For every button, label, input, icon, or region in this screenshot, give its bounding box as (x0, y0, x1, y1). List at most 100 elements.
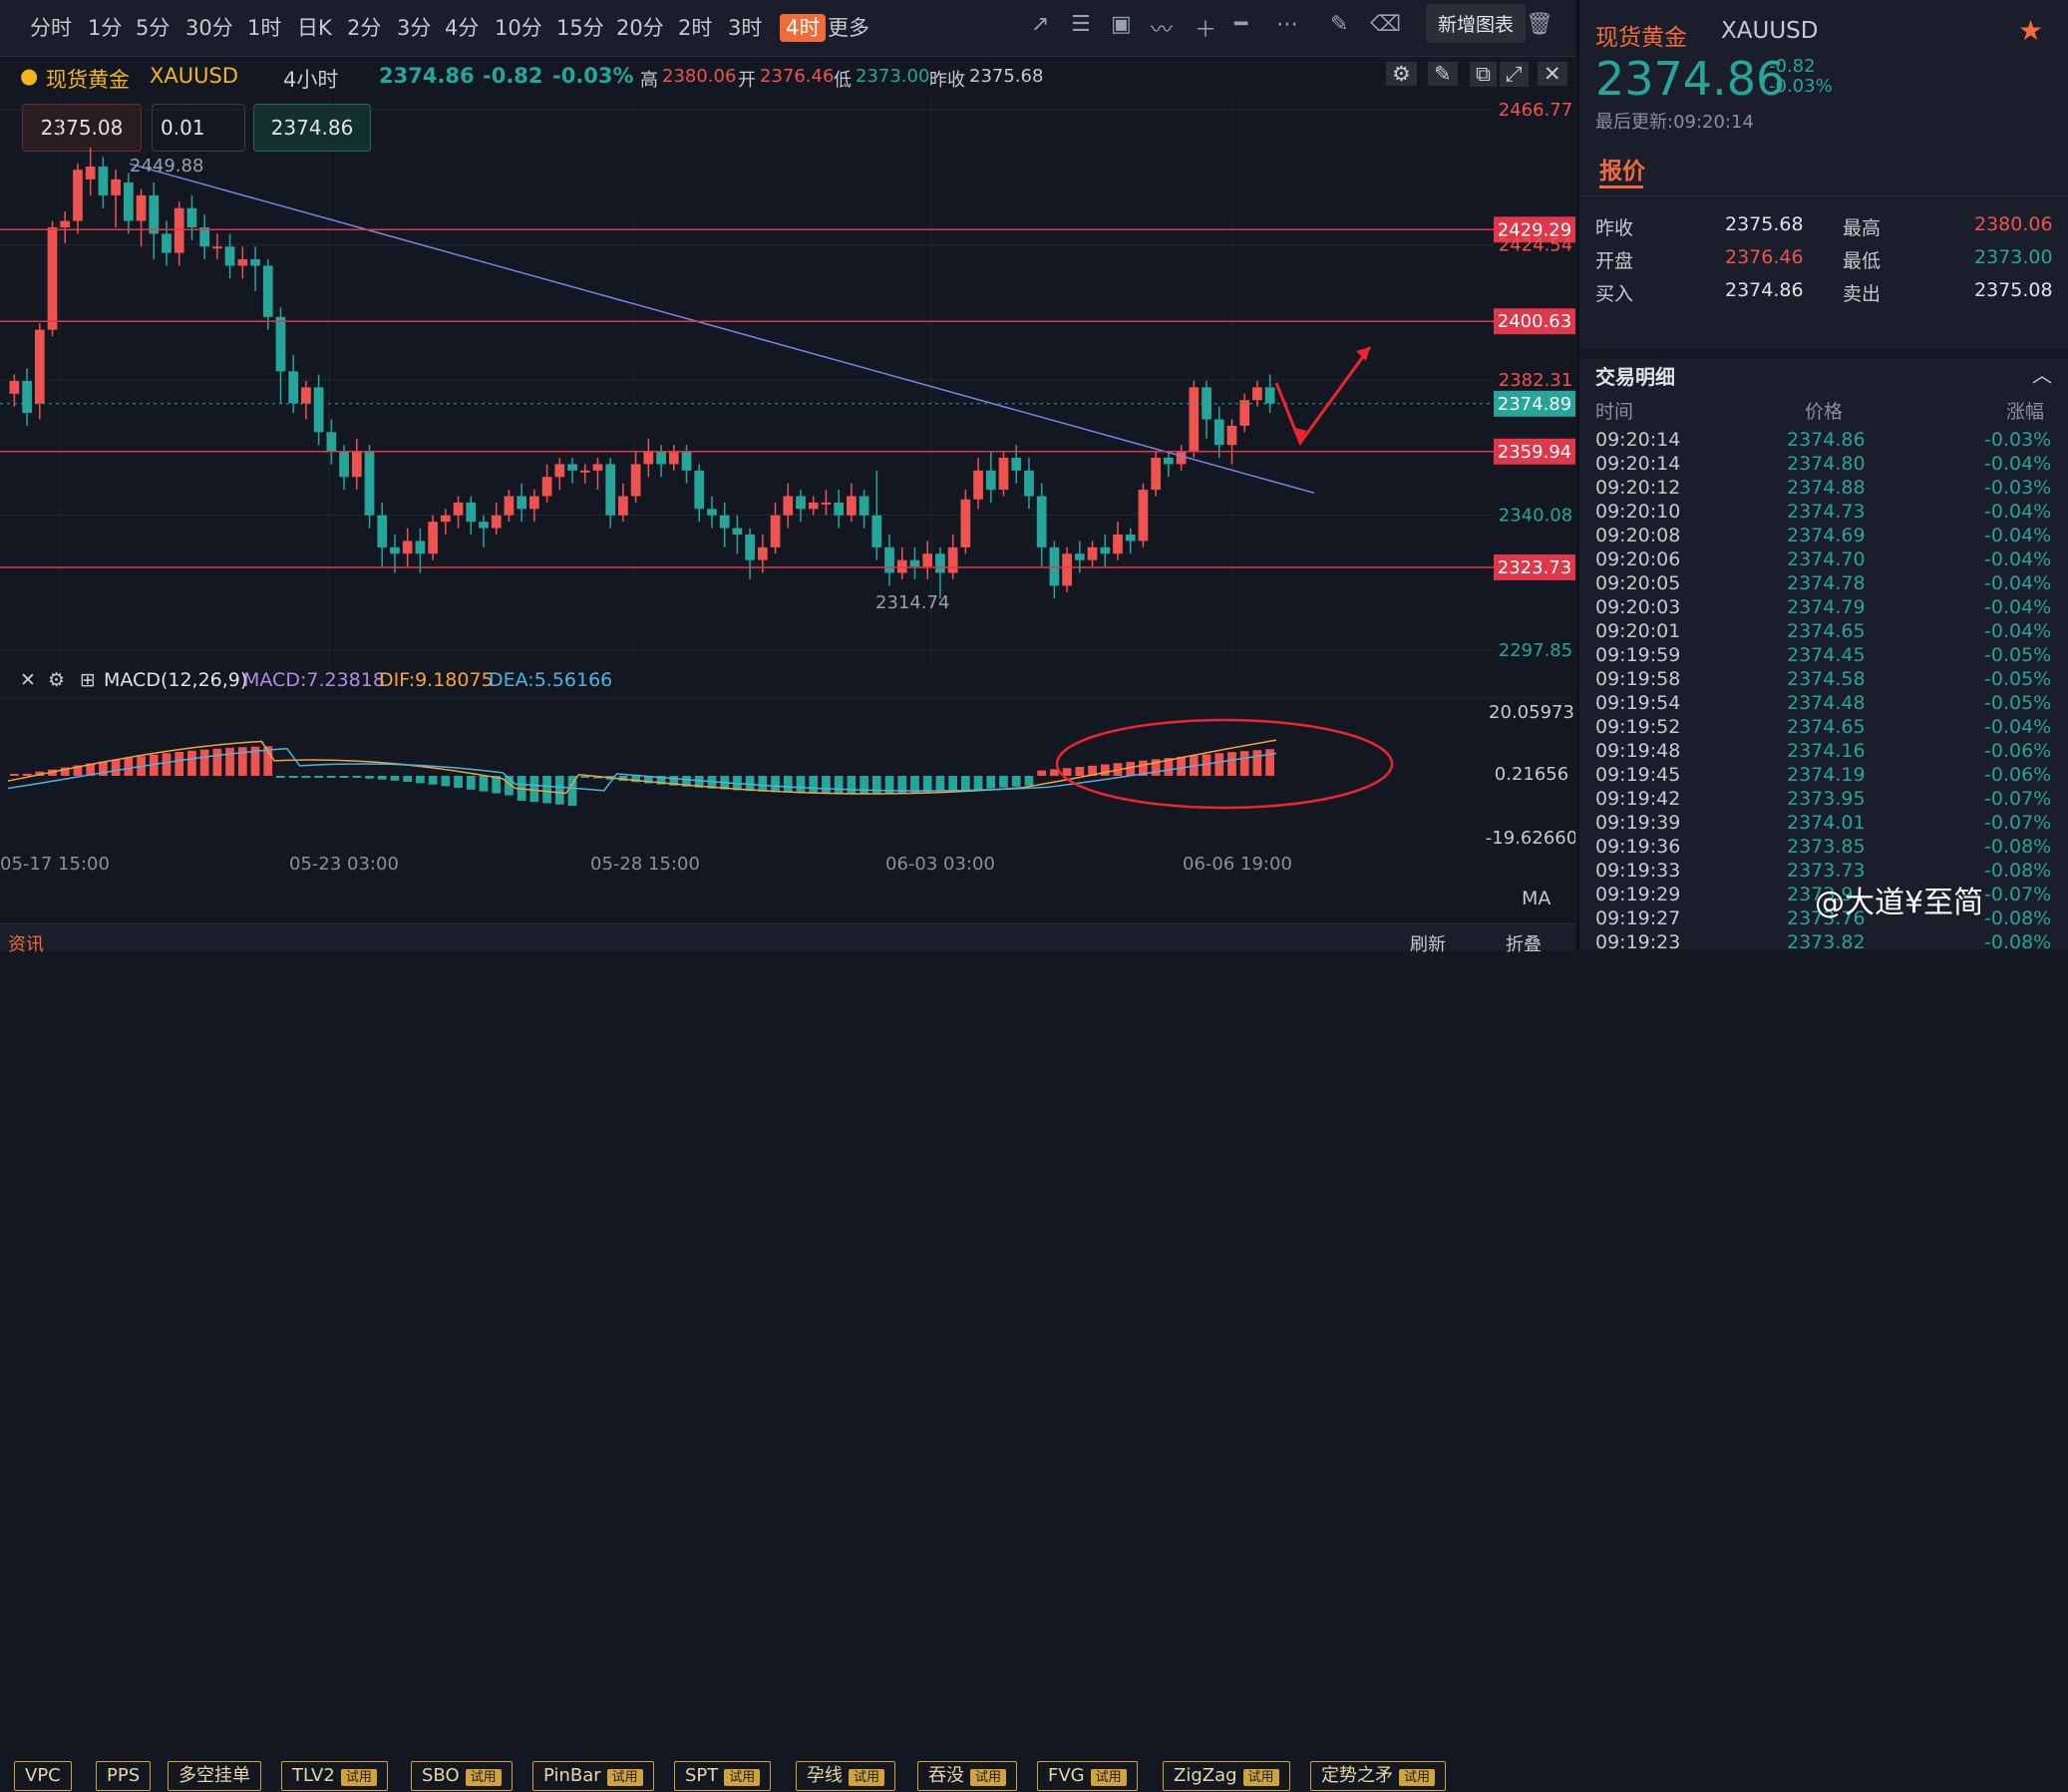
trash-icon[interactable]: 🗑 (1526, 12, 1553, 37)
indicator-icon[interactable]: 〰 (1151, 18, 1174, 43)
prev-value: 2375.68 (969, 66, 1044, 87)
timeframe-10[interactable]: 15分 (556, 16, 604, 40)
candle-body-63 (808, 502, 819, 510)
candlestick-chart[interactable]: 2429.29 2400.63 2359.94 2323.73 2374.89 2466.… (0, 96, 1575, 664)
candle-body-41 (529, 496, 539, 510)
indicator-4[interactable]: SBO 试用 (411, 1761, 513, 1791)
macd-bar-60 (771, 776, 780, 793)
timeframe-5[interactable]: 日K (297, 16, 332, 40)
timeframe-2[interactable]: 5分 (136, 16, 171, 40)
candle-body-87 (1113, 535, 1123, 554)
symbol-code[interactable]: XAUUSD (150, 64, 238, 88)
trade-row: 09:19:48 2374.16 -0.06% (1595, 740, 2051, 764)
timeframe-13[interactable]: 3时 (728, 16, 763, 40)
trade-time: 09:20:10 (1595, 501, 1681, 523)
eraser-icon[interactable]: ⌫ (1370, 12, 1402, 37)
current-price-label: 2374.89 (1498, 394, 1571, 415)
timeframe-11[interactable]: 20分 (616, 16, 664, 40)
indicator-2[interactable]: 多空挂单 (168, 1761, 261, 1791)
close-icon[interactable]: ✕ (1538, 62, 1567, 86)
interval[interactable]: 4小时 (283, 68, 339, 92)
indicator-9[interactable]: FVG 试用 (1037, 1761, 1138, 1791)
trade-change: -0.04% (1984, 596, 2052, 618)
timeframe-3[interactable]: 30分 (185, 16, 233, 40)
timeframe-4[interactable]: 1时 (247, 16, 282, 40)
tab-quote[interactable]: 报价 (1599, 159, 1645, 184)
level-label-0: 2429.29 (1498, 219, 1571, 240)
hline-icon[interactable]: ━ (1234, 12, 1248, 37)
arrow-tool-icon[interactable]: ↗ (1031, 12, 1050, 37)
candle-body-31 (402, 540, 413, 554)
timeframe-9[interactable]: 10分 (495, 16, 542, 40)
collapse-chevron-icon[interactable]: ︿ (2032, 363, 2052, 387)
indicator-0[interactable]: VPC (14, 1761, 72, 1791)
trade-price: 2374.70 (1787, 548, 1866, 570)
symbol-info-bar: ● 现货黄金 XAUUSD 4小时 2374.86 -0.82 -0.03% 高… (0, 56, 1575, 96)
macd-settings-icon[interactable]: ⚙ (48, 669, 66, 691)
candle-body-39 (504, 496, 515, 516)
macd-bar-73 (935, 776, 945, 792)
trade-time: 09:19:33 (1595, 860, 1681, 882)
candle-body-37 (479, 522, 489, 529)
ma-label[interactable]: MA (1522, 888, 1551, 909)
timeframe-1[interactable]: 1分 (88, 16, 123, 40)
collapse-label[interactable]: 折叠 (1506, 934, 1542, 955)
indicator-5[interactable]: PinBar 试用 (532, 1761, 654, 1791)
layers-icon[interactable]: ⧉ (1470, 62, 1497, 87)
expand-icon[interactable]: ⤢ (1500, 62, 1529, 87)
sell-price-box[interactable]: 2375.08 (22, 104, 142, 152)
date-label-1: 05-23 03:00 (289, 854, 399, 875)
trade-row: 09:20:03 2374.79 -0.04% (1595, 596, 2052, 620)
macd-bar-84 (1075, 767, 1085, 776)
indicator-6[interactable]: SPT 试用 (674, 1761, 772, 1791)
crosshair-icon[interactable]: ＋ (1195, 18, 1217, 43)
indicator-11[interactable]: 定势之矛 试用 (1310, 1761, 1447, 1791)
candle-body-35 (453, 502, 464, 516)
macd-expand-icon[interactable]: ⊞ (80, 669, 96, 691)
timeframe-0[interactable]: 分时 (30, 16, 72, 40)
close-macd-icon[interactable]: ✕ (20, 669, 36, 691)
favorite-star-icon[interactable]: ★ (2018, 14, 2044, 47)
level-label-2: 2359.94 (1498, 442, 1571, 463)
timeframe-8[interactable]: 4分 (445, 16, 480, 40)
symbol-name[interactable]: 现货黄金 (46, 68, 130, 92)
annotation-arrow-head2 (1292, 427, 1306, 443)
header-pct: -0.03% (552, 64, 634, 88)
timeframe-12[interactable]: 2时 (678, 16, 713, 40)
indicator-10[interactable]: ZigZag 试用 (1163, 1761, 1290, 1791)
trial-badge: 试用 (1399, 1769, 1436, 1786)
indicator-1[interactable]: PPS (96, 1761, 152, 1791)
buy-price-box[interactable]: 2374.86 (253, 104, 371, 152)
timeframe-14[interactable]: 4时 (780, 14, 827, 42)
timeframe-15[interactable]: 更多 (828, 16, 869, 40)
candle-body-61 (783, 496, 794, 516)
indicator-7[interactable]: 孕线 试用 (796, 1761, 896, 1791)
more-tools-icon[interactable]: ⋯ (1276, 12, 1298, 37)
fibonacci-icon[interactable]: ☰ (1071, 12, 1091, 37)
trade-time: 09:19:58 (1595, 668, 1681, 690)
indicator-8[interactable]: 吞没 试用 (917, 1761, 1018, 1791)
candle-body-95 (1213, 419, 1224, 446)
trade-price: 2374.65 (1787, 620, 1866, 642)
header-change: -0.82 (483, 64, 543, 88)
macd-chart: 20.05973 0.21656 -19.62660 (0, 698, 1575, 846)
chart-settings-icon[interactable]: ⚙ (1386, 62, 1417, 86)
macd-bar-62 (796, 776, 806, 794)
edit-icon[interactable]: ✎ (1330, 12, 1349, 37)
image-icon[interactable]: ▣ (1111, 12, 1132, 37)
news-label[interactable]: 资讯 (8, 934, 44, 955)
timeframe-6[interactable]: 2分 (347, 16, 382, 40)
trade-row: 09:19:58 2374.58 -0.05% (1595, 668, 2051, 692)
refresh-label[interactable]: 刷新 (1410, 934, 1446, 955)
timeframe-7[interactable]: 3分 (397, 16, 432, 40)
macd-bar-71 (910, 776, 919, 793)
macd-bar-59 (758, 776, 768, 792)
candle-body-49 (630, 464, 641, 497)
pen-icon[interactable]: ✎ (1428, 62, 1458, 86)
macd-bar-45 (580, 776, 590, 778)
indicator-3[interactable]: TLV2 试用 (281, 1761, 388, 1791)
macd-bar-68 (871, 776, 881, 794)
candle-body-93 (1189, 387, 1200, 452)
qty-stepper[interactable]: 0.01 (152, 104, 245, 152)
macd-bar-27 (352, 776, 362, 778)
